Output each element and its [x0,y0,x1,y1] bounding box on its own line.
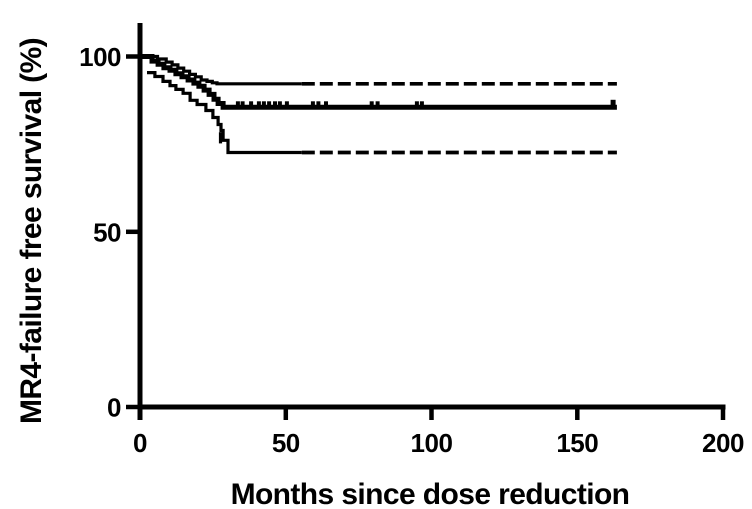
estimate-curve [140,54,617,110]
ci-lower-curve-solid [147,71,302,155]
x-tick-label: 50 [272,428,300,458]
tick-labels-layer: 0 50 100 0 50 100 150 200 [79,42,744,458]
x-tick-label: 200 [702,428,744,458]
x-tick-label: 100 [411,428,453,458]
x-tick-label: 150 [556,428,598,458]
ci-upper-curve-solid [140,54,302,86]
y-axis-label: MR4-failure free survival (%) [15,38,48,424]
y-tick-label: 100 [79,42,121,72]
y-tick-label: 50 [93,217,121,247]
axes-layer [126,23,726,420]
x-axis-label: Months since dose reduction [231,478,630,509]
x-tick-label: 0 [133,428,147,458]
curves-layer [140,54,617,155]
y-tick-label: 0 [107,393,121,423]
